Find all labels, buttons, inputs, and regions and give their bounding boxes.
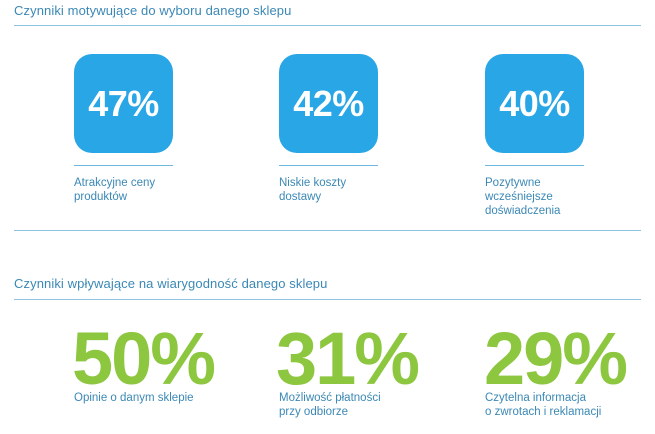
big-stat-label-1-line-1: Opinie o danym sklepie [74,392,194,404]
stat-label-3-line-3: doświadczenia [485,205,561,217]
big-stat-label-2-line-1: Możliwość płatności [279,392,381,404]
stat-card-1: 47% Atrakcyjne ceny produktów [74,54,194,204]
stat-underline-1 [74,165,173,166]
stat-label-3-line-2: wcześniejsze [485,191,553,203]
big-stat-value-2: 31% [276,317,420,400]
stat-underline-2 [279,165,378,166]
big-stat-label-3-line-2: o zwrotach i reklamacji [485,406,602,418]
section1-title: Czynniki motywujące do wyboru danego skl… [14,3,292,18]
section-divider [14,230,641,231]
stat-label-3: Pozytywne wcześniejsze doświadczenia [485,176,605,218]
big-stat-label-3-line-1: Czytelna informacja [485,392,586,404]
stat-label-1-line-1: Atrakcyjne ceny [74,177,156,189]
big-stat-label-2: Możliwość płatności przy odbiorze [279,391,381,419]
stat-label-1: Atrakcyjne ceny produktów [74,176,194,204]
section2-title: Czynniki wpływające na wiarygodność dane… [14,276,328,291]
stat-card-2: 42% Niskie koszty dostawy [279,54,399,204]
big-stat-label-3: Czytelna informacja o zwrotach i reklama… [485,391,601,419]
section1-rule [14,25,641,26]
stat-value-box-3: 40% [485,54,584,153]
big-stat-label-1: Opinie o danym sklepie [74,391,194,405]
stat-value-box-2: 42% [279,54,378,153]
big-stat-label-2-line-2: przy odbiorze [279,406,349,418]
stat-value-box-1: 47% [74,54,173,153]
stat-underline-3 [485,165,584,166]
stat-label-2: Niskie koszty dostawy [279,176,399,204]
stat-card-3: 40% Pozytywne wcześniejsze doświadczenia [485,54,605,218]
stat-label-3-line-1: Pozytywne [485,177,541,189]
stat-label-2-line-2: dostawy [279,191,322,203]
big-stat-value-1: 50% [72,317,216,400]
stat-label-2-line-1: Niskie koszty [279,177,347,189]
section2-rule [14,299,641,300]
big-stat-value-3: 29% [484,317,628,400]
stat-label-1-line-2: produktów [74,191,128,203]
